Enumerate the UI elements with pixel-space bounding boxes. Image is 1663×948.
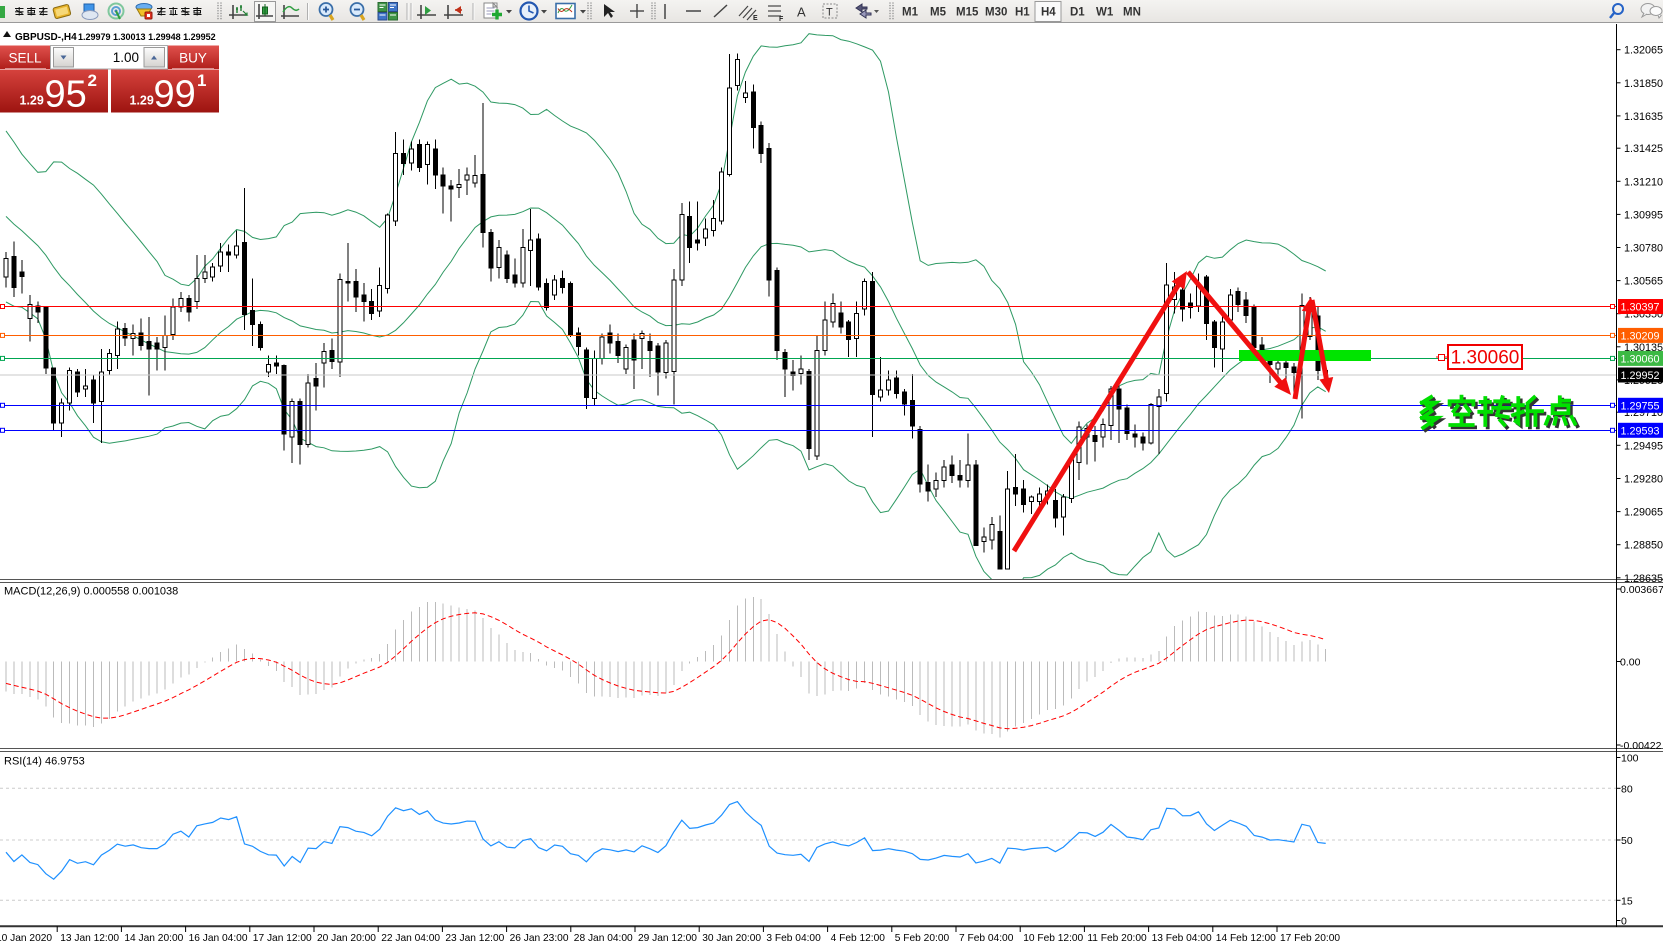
svg-text:100: 100 <box>1621 753 1639 765</box>
svg-text:1.29952: 1.29952 <box>1621 370 1660 382</box>
svg-text:1.31635: 1.31635 <box>1624 111 1663 123</box>
svg-text:1.32065: 1.32065 <box>1624 45 1663 57</box>
svg-text:0: 0 <box>1621 916 1627 928</box>
svg-text:3 Feb 04:00: 3 Feb 04:00 <box>766 933 821 944</box>
svg-text:20 Jan 20:00: 20 Jan 20:00 <box>317 933 376 944</box>
svg-text:5 Feb 20:00: 5 Feb 20:00 <box>895 933 950 944</box>
svg-text:1: 1 <box>197 71 206 90</box>
svg-text:SELL: SELL <box>8 51 42 66</box>
svg-text:T: T <box>826 7 833 19</box>
svg-text:0.003667: 0.003667 <box>1620 584 1663 596</box>
svg-text:1.30060: 1.30060 <box>1621 353 1660 365</box>
svg-text:BUY: BUY <box>179 51 207 66</box>
svg-text:M1: M1 <box>902 7 919 19</box>
svg-text:0.00: 0.00 <box>1620 657 1641 669</box>
svg-text:26 Jan 23:00: 26 Jan 23:00 <box>510 933 569 944</box>
svg-text:MACD(12,26,9) 0.000558 0.00103: MACD(12,26,9) 0.000558 0.001038 <box>4 586 178 598</box>
svg-text:1.29065: 1.29065 <box>1624 507 1663 519</box>
svg-text:1.29593: 1.29593 <box>1621 425 1660 437</box>
svg-text:17 Jan 12:00: 17 Jan 12:00 <box>253 933 312 944</box>
svg-text:1.29755: 1.29755 <box>1621 400 1660 412</box>
svg-text:15: 15 <box>1621 895 1633 907</box>
svg-text:30 Jan 20:00: 30 Jan 20:00 <box>702 933 761 944</box>
svg-text:13 Jan 12:00: 13 Jan 12:00 <box>60 933 119 944</box>
svg-text:4 Feb 12:00: 4 Feb 12:00 <box>831 933 886 944</box>
svg-text:11 Feb 20:00: 11 Feb 20:00 <box>1087 933 1147 944</box>
svg-text:1.29979 1.30013 1.29948 1.2995: 1.29979 1.30013 1.29948 1.29952 <box>78 32 216 42</box>
svg-text:M15: M15 <box>956 7 979 19</box>
svg-text:95: 95 <box>45 74 87 116</box>
svg-text:80: 80 <box>1621 783 1633 795</box>
svg-text:10 Feb 12:00: 10 Feb 12:00 <box>1023 933 1083 944</box>
svg-text:1.28850: 1.28850 <box>1624 540 1663 552</box>
svg-text:1.28635: 1.28635 <box>1624 573 1663 585</box>
svg-text:GBPUSD-,H4: GBPUSD-,H4 <box>15 32 77 43</box>
svg-text:M30: M30 <box>985 7 1007 19</box>
svg-text:14 Feb 12:00: 14 Feb 12:00 <box>1216 933 1276 944</box>
svg-text:1.00: 1.00 <box>113 50 139 65</box>
svg-text:1.30995: 1.30995 <box>1624 209 1663 221</box>
svg-text:W1: W1 <box>1096 7 1114 19</box>
svg-text:1.30397: 1.30397 <box>1621 302 1660 314</box>
svg-text:29 Jan 12:00: 29 Jan 12:00 <box>638 933 697 944</box>
svg-text:50: 50 <box>1621 835 1633 847</box>
svg-text:28 Jan 04:00: 28 Jan 04:00 <box>574 933 633 944</box>
svg-text:D1: D1 <box>1070 7 1085 19</box>
svg-text:1.31850: 1.31850 <box>1624 78 1663 90</box>
svg-text:1.29495: 1.29495 <box>1624 440 1663 452</box>
svg-text:E: E <box>753 15 758 22</box>
svg-text:1.30060: 1.30060 <box>1451 348 1520 369</box>
svg-text:1.30209: 1.30209 <box>1621 330 1660 342</box>
svg-text:RSI(14) 46.9753: RSI(14) 46.9753 <box>4 756 85 768</box>
svg-text:1.30565: 1.30565 <box>1624 276 1663 288</box>
svg-text:7 Feb 04:00: 7 Feb 04:00 <box>959 933 1014 944</box>
svg-text:1.30780: 1.30780 <box>1624 243 1663 255</box>
svg-text:17 Feb 20:00: 17 Feb 20:00 <box>1280 933 1340 944</box>
svg-text:-0.00422: -0.00422 <box>1620 740 1662 752</box>
svg-text:1.30135: 1.30135 <box>1624 342 1663 354</box>
svg-text:22 Jan 04:00: 22 Jan 04:00 <box>381 933 440 944</box>
svg-text:1.29280: 1.29280 <box>1624 474 1663 486</box>
svg-text:H4: H4 <box>1041 7 1056 19</box>
svg-text:1.31210: 1.31210 <box>1624 176 1663 188</box>
svg-text:2: 2 <box>88 71 97 90</box>
svg-text:MN: MN <box>1123 7 1141 19</box>
svg-text:F: F <box>779 16 784 23</box>
svg-text:23 Jan 12:00: 23 Jan 12:00 <box>445 933 504 944</box>
svg-text:14 Jan 20:00: 14 Jan 20:00 <box>124 933 183 944</box>
svg-text:99: 99 <box>154 74 196 116</box>
svg-text:1.29: 1.29 <box>20 94 44 108</box>
svg-text:1.29: 1.29 <box>130 94 154 108</box>
svg-text:H1: H1 <box>1015 7 1030 19</box>
svg-text:16 Jan 04:00: 16 Jan 04:00 <box>189 933 248 944</box>
svg-text:10 Jan 2020: 10 Jan 2020 <box>0 933 52 944</box>
svg-text:13 Feb 04:00: 13 Feb 04:00 <box>1152 933 1212 944</box>
svg-text:A: A <box>797 5 806 20</box>
svg-text:M5: M5 <box>930 7 947 19</box>
svg-text:1.31425: 1.31425 <box>1624 143 1663 155</box>
